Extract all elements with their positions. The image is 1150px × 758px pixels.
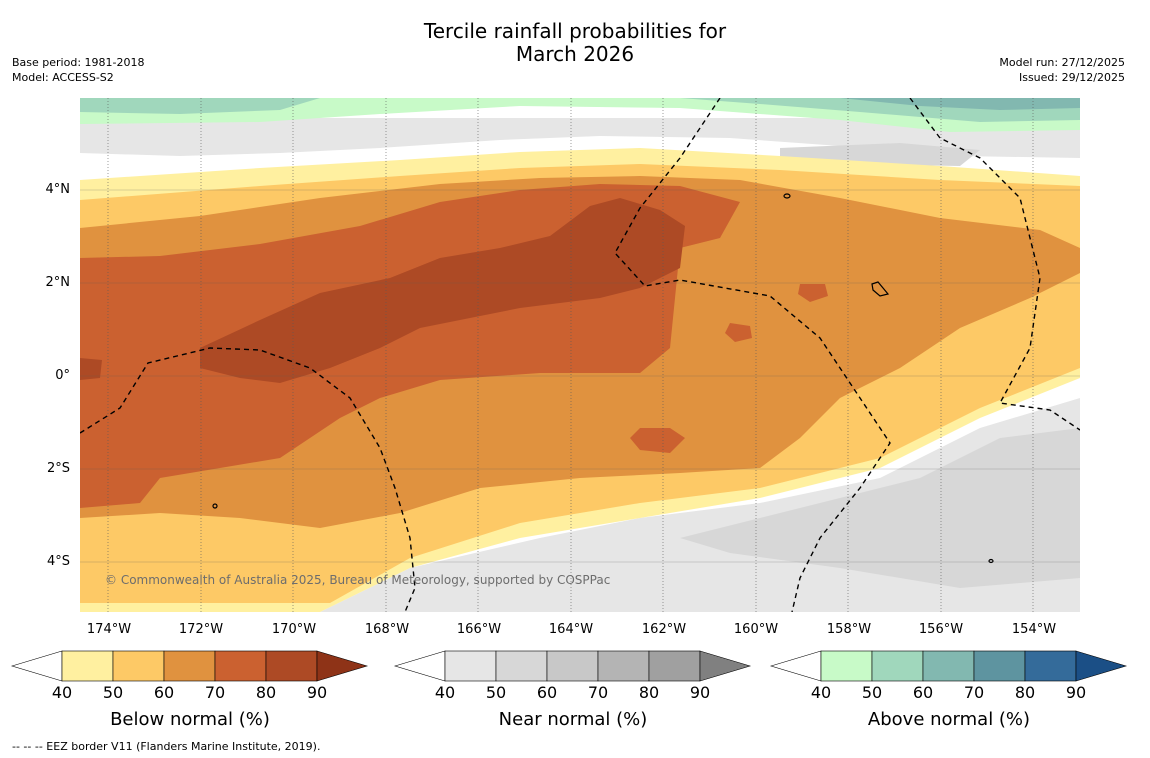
below-normal-region-70-east bbox=[630, 284, 828, 453]
below-normal-region-80 bbox=[200, 198, 685, 383]
lon-label-158w: 158°W bbox=[826, 622, 872, 637]
cbar-below-tick: 60 bbox=[153, 683, 175, 702]
cbar-near-tick: 50 bbox=[485, 683, 507, 702]
lon-label-174w: 174°W bbox=[86, 622, 132, 637]
cbar-below-tick: 50 bbox=[102, 683, 124, 702]
eez-border-central bbox=[614, 98, 891, 612]
island-north bbox=[783, 193, 791, 199]
cbar-above-tick: 80 bbox=[1014, 683, 1036, 702]
above-normal-region-north-60 bbox=[840, 98, 1080, 110]
cbar-near-50-60 bbox=[495, 650, 548, 682]
cbar-above-under bbox=[769, 650, 822, 682]
lon-label-156w: 156°W bbox=[918, 622, 964, 637]
lon-label-166w: 166°W bbox=[456, 622, 502, 637]
cbar-near-60-70 bbox=[546, 650, 599, 682]
cbar-above-tick: 70 bbox=[963, 683, 985, 702]
island-southwest bbox=[212, 503, 218, 509]
title-line-2: March 2026 bbox=[515, 42, 635, 66]
near-normal-region-north bbox=[80, 118, 1080, 158]
cbar-below-tick: 70 bbox=[204, 683, 226, 702]
colorbars bbox=[10, 650, 1128, 682]
eez-border-east bbox=[909, 98, 1080, 431]
cbar-near-tick: 80 bbox=[638, 683, 660, 702]
cbar-near-tick: 70 bbox=[587, 683, 609, 702]
cbar-near-label: Near normal (%) bbox=[498, 709, 648, 730]
lat-label-eq: 0° bbox=[55, 368, 70, 383]
cbar-above-70-80 bbox=[973, 650, 1026, 682]
lat-label-4s: 4°S bbox=[46, 554, 70, 569]
colorbar-near-normal bbox=[393, 650, 752, 682]
island-atoll bbox=[871, 281, 890, 297]
colorbar-above-normal bbox=[769, 650, 1128, 682]
map-title: Tercile rainfall probabilities for March… bbox=[0, 20, 1150, 66]
cbar-near-80-90 bbox=[648, 650, 701, 682]
issued-text: Issued: 29/12/2025 bbox=[1018, 71, 1125, 84]
lat-label-2s: 2°S bbox=[46, 461, 70, 476]
cbar-near-tick: 60 bbox=[536, 683, 558, 702]
cbar-above-50-60 bbox=[871, 650, 924, 682]
cbar-near-tick: 40 bbox=[434, 683, 456, 702]
gridlines bbox=[80, 98, 1080, 612]
cbar-below-40-50 bbox=[61, 650, 114, 682]
cbar-below-tick: 90 bbox=[306, 683, 328, 702]
lon-label-160w: 160°W bbox=[733, 622, 779, 637]
near-normal-region-southeast-inner bbox=[680, 428, 1080, 588]
cbar-below-50-60 bbox=[112, 650, 165, 682]
cbar-above-over bbox=[1075, 650, 1128, 682]
cbar-below-label: Below normal (%) bbox=[110, 709, 270, 730]
eez-legend-note: -- -- -- EEZ border V11 (Flanders Marine… bbox=[12, 740, 321, 753]
cbar-below-60-70 bbox=[163, 650, 216, 682]
lon-label-172w: 172°W bbox=[178, 622, 224, 637]
cbar-below-over bbox=[316, 650, 369, 682]
cbar-below-under bbox=[10, 650, 63, 682]
cbar-near-tick: 90 bbox=[689, 683, 711, 702]
lon-label-164w: 164°W bbox=[548, 622, 594, 637]
cbar-above-tick: 40 bbox=[810, 683, 832, 702]
copyright-text: © Commonwealth of Australia 2025, Bureau… bbox=[105, 573, 611, 587]
cbar-above-tick: 50 bbox=[861, 683, 883, 702]
cbar-above-tick: 90 bbox=[1065, 683, 1087, 702]
cbar-below-tick: 80 bbox=[255, 683, 277, 702]
lon-label-154w: 154°W bbox=[1011, 622, 1057, 637]
colorbar-below-normal bbox=[10, 650, 369, 682]
base-period-text: Base period: 1981-2018 bbox=[12, 56, 145, 69]
lon-label-168w: 168°W bbox=[364, 622, 410, 637]
lat-label-2n: 2°N bbox=[45, 275, 71, 290]
lat-label-4n: 4°N bbox=[45, 182, 71, 197]
island-southeast bbox=[988, 558, 994, 564]
cbar-below-tick: 40 bbox=[51, 683, 73, 702]
lon-label-162w: 162°W bbox=[641, 622, 687, 637]
model-text: Model: ACCESS-S2 bbox=[12, 71, 114, 84]
eez-border-west bbox=[80, 347, 416, 612]
cbar-above-80-90 bbox=[1024, 650, 1077, 682]
cbar-above-60-70 bbox=[922, 650, 975, 682]
islands bbox=[212, 193, 994, 564]
cbar-below-80-90 bbox=[265, 650, 318, 682]
title-line-1: Tercile rainfall probabilities for bbox=[423, 19, 727, 43]
cbar-near-under bbox=[393, 650, 446, 682]
cbar-below-70-80 bbox=[214, 650, 267, 682]
below-normal-region-80-west bbox=[80, 358, 102, 380]
above-normal-region-north-50 bbox=[80, 98, 1080, 122]
model-run-text: Model run: 27/12/2025 bbox=[999, 56, 1125, 69]
meta-right: Model run: 27/12/2025 Issued: 29/12/2025 bbox=[999, 55, 1125, 85]
cbar-above-label: Above normal (%) bbox=[867, 709, 1031, 730]
cbar-near-40-50 bbox=[444, 650, 497, 682]
rainfall-probability-map bbox=[80, 98, 1080, 612]
eez-borders bbox=[80, 98, 1080, 612]
meta-left: Base period: 1981-2018 Model: ACCESS-S2 bbox=[12, 55, 144, 85]
cbar-above-40-50 bbox=[820, 650, 873, 682]
cbar-above-tick: 60 bbox=[912, 683, 934, 702]
cbar-near-over bbox=[699, 650, 752, 682]
lon-label-170w: 170°W bbox=[271, 622, 317, 637]
cbar-near-70-80 bbox=[597, 650, 650, 682]
